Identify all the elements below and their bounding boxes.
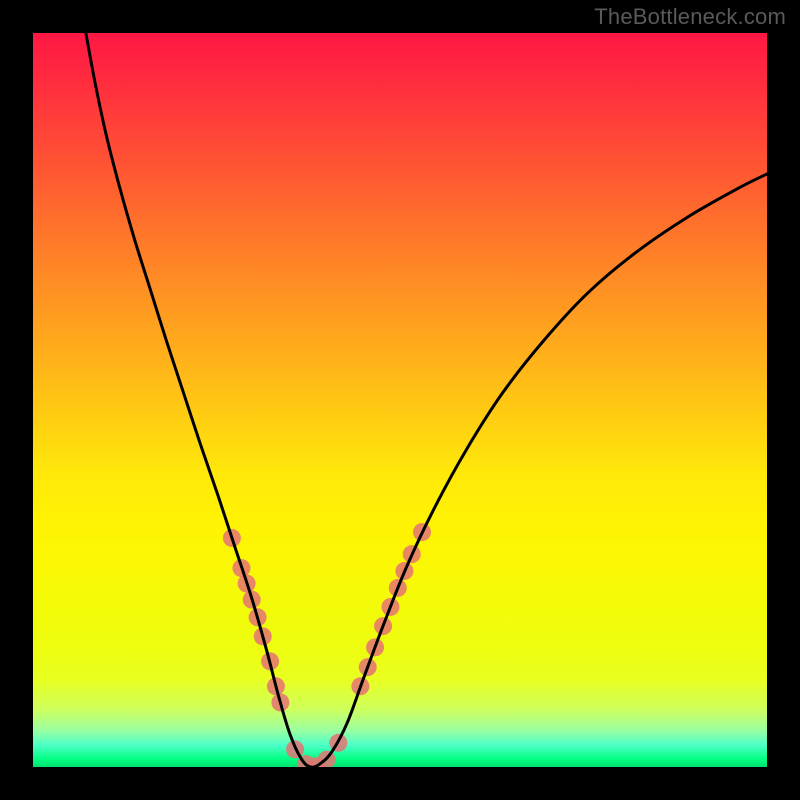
plot-area	[33, 33, 767, 767]
watermark-text: TheBottleneck.com	[594, 4, 786, 30]
bottleneck-curve	[86, 33, 767, 767]
marker-group	[223, 523, 431, 767]
chart-svg	[33, 33, 767, 767]
